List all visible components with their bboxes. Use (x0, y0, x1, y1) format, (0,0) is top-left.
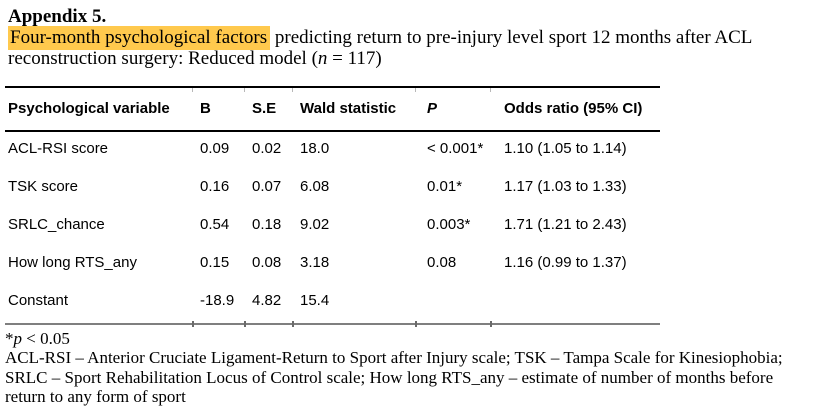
table-caption-line-1: Four-month psychological factors predict… (8, 26, 807, 50)
table-cell: 15.4 (300, 292, 330, 309)
table-cell: 0.01* (427, 178, 463, 195)
column-divider-tick (292, 321, 294, 327)
table-cell: Constant (8, 292, 69, 309)
table-cell: 18.0 (300, 140, 330, 157)
table-row-tsk: TSK score 0.16 0.07 6.08 0.01* 1.17 (1.0… (5, 170, 660, 208)
column-divider-tick (292, 88, 293, 92)
table-cell: 0.16 (200, 178, 230, 195)
results-table: Psychological variable B S.E Wald statis… (5, 86, 660, 325)
column-divider-tick (415, 321, 417, 327)
table-cell: 1.17 (1.03 to 1.33) (504, 178, 627, 195)
table-row-acl-rsi: ACL-RSI score 0.09 0.02 18.0 < 0.001* 1.… (5, 131, 660, 170)
table-caption-line-2: reconstruction surgery: Reduced model (n… (8, 48, 807, 69)
column-header-wald-statistic: Wald statistic (292, 87, 415, 132)
table-cell: 0.08 (427, 254, 457, 271)
column-divider-tick (490, 88, 491, 92)
p-symbol: p (13, 329, 23, 348)
table-row-srlc-chance: SRLC_chance 0.54 0.18 9.02 0.003* 1.71 (… (5, 208, 660, 246)
column-header-se: S.E (244, 87, 292, 132)
table-cell: 0.003* (427, 216, 471, 233)
column-header-odds-ratio: Odds ratio (95% CI) (490, 87, 660, 132)
table-cell: How long RTS_any (8, 254, 137, 271)
column-divider-tick (244, 88, 245, 92)
table-cell: 9.02 (300, 216, 330, 233)
table-cell: ACL-RSI score (8, 140, 109, 157)
caption-text: reconstruction surgery: Reduced model ( (8, 48, 318, 69)
table-row-how-long-rts: How long RTS_any 0.15 0.08 3.18 0.08 1.1… (5, 246, 660, 284)
column-divider-tick (415, 88, 416, 92)
table-cell: 1.71 (1.21 to 2.43) (504, 216, 627, 233)
table-cell: 1.10 (1.05 to 1.14) (504, 140, 627, 157)
caption-text: = 117) (327, 48, 382, 69)
table-cell: TSK score (8, 178, 79, 195)
column-divider-tick (490, 321, 492, 327)
highlighted-caption-text: Four-month psychological factors (8, 26, 271, 50)
results-table-container: Psychological variable B S.E Wald statis… (5, 86, 660, 327)
significance-star: * (5, 329, 14, 348)
table-cell: 0.07 (252, 178, 282, 195)
table-cell: 0.15 (200, 254, 230, 271)
abbreviations-note: ACL-RSI – Anterior Cruciate Ligament-Ret… (5, 348, 783, 406)
table-cell: 4.82 (252, 292, 282, 309)
table-cell: 3.18 (300, 254, 330, 271)
footnotes: *p < 0.05 ACL-RSI – Anterior Cruciate Li… (5, 329, 807, 407)
table-cell: 6.08 (300, 178, 330, 195)
column-divider-tick (192, 321, 194, 327)
column-header-b: B (192, 87, 244, 132)
caption-text: predicting return to pre-injury level sp… (270, 27, 753, 48)
significance-note: *p < 0.05 (5, 329, 807, 348)
table-cell: SRLC_chance (8, 216, 105, 233)
table-row-constant: Constant -18.9 4.82 15.4 (5, 284, 660, 324)
table-cell: -18.9 (200, 292, 235, 309)
significance-threshold: < 0.05 (22, 329, 70, 348)
table-cell: 0.02 (252, 140, 282, 157)
table-cell: 0.18 (252, 216, 282, 233)
table-cell (415, 284, 490, 324)
table-cell: 0.09 (200, 140, 230, 157)
table-cell: 0.54 (200, 216, 230, 233)
table-cell: 0.08 (252, 254, 282, 271)
table-cell (490, 284, 660, 324)
column-divider-tick (192, 88, 193, 92)
n-symbol: n (317, 48, 328, 69)
table-cell: 1.16 (0.99 to 1.37) (504, 254, 627, 271)
column-header-p: P (415, 87, 490, 132)
appendix-heading: Appendix 5. (8, 6, 107, 27)
table-header-row: Psychological variable B S.E Wald statis… (5, 87, 660, 132)
column-header-psychological-variable: Psychological variable (5, 87, 192, 132)
table-cell: < 0.001* (427, 140, 484, 157)
column-divider-tick (244, 321, 246, 327)
